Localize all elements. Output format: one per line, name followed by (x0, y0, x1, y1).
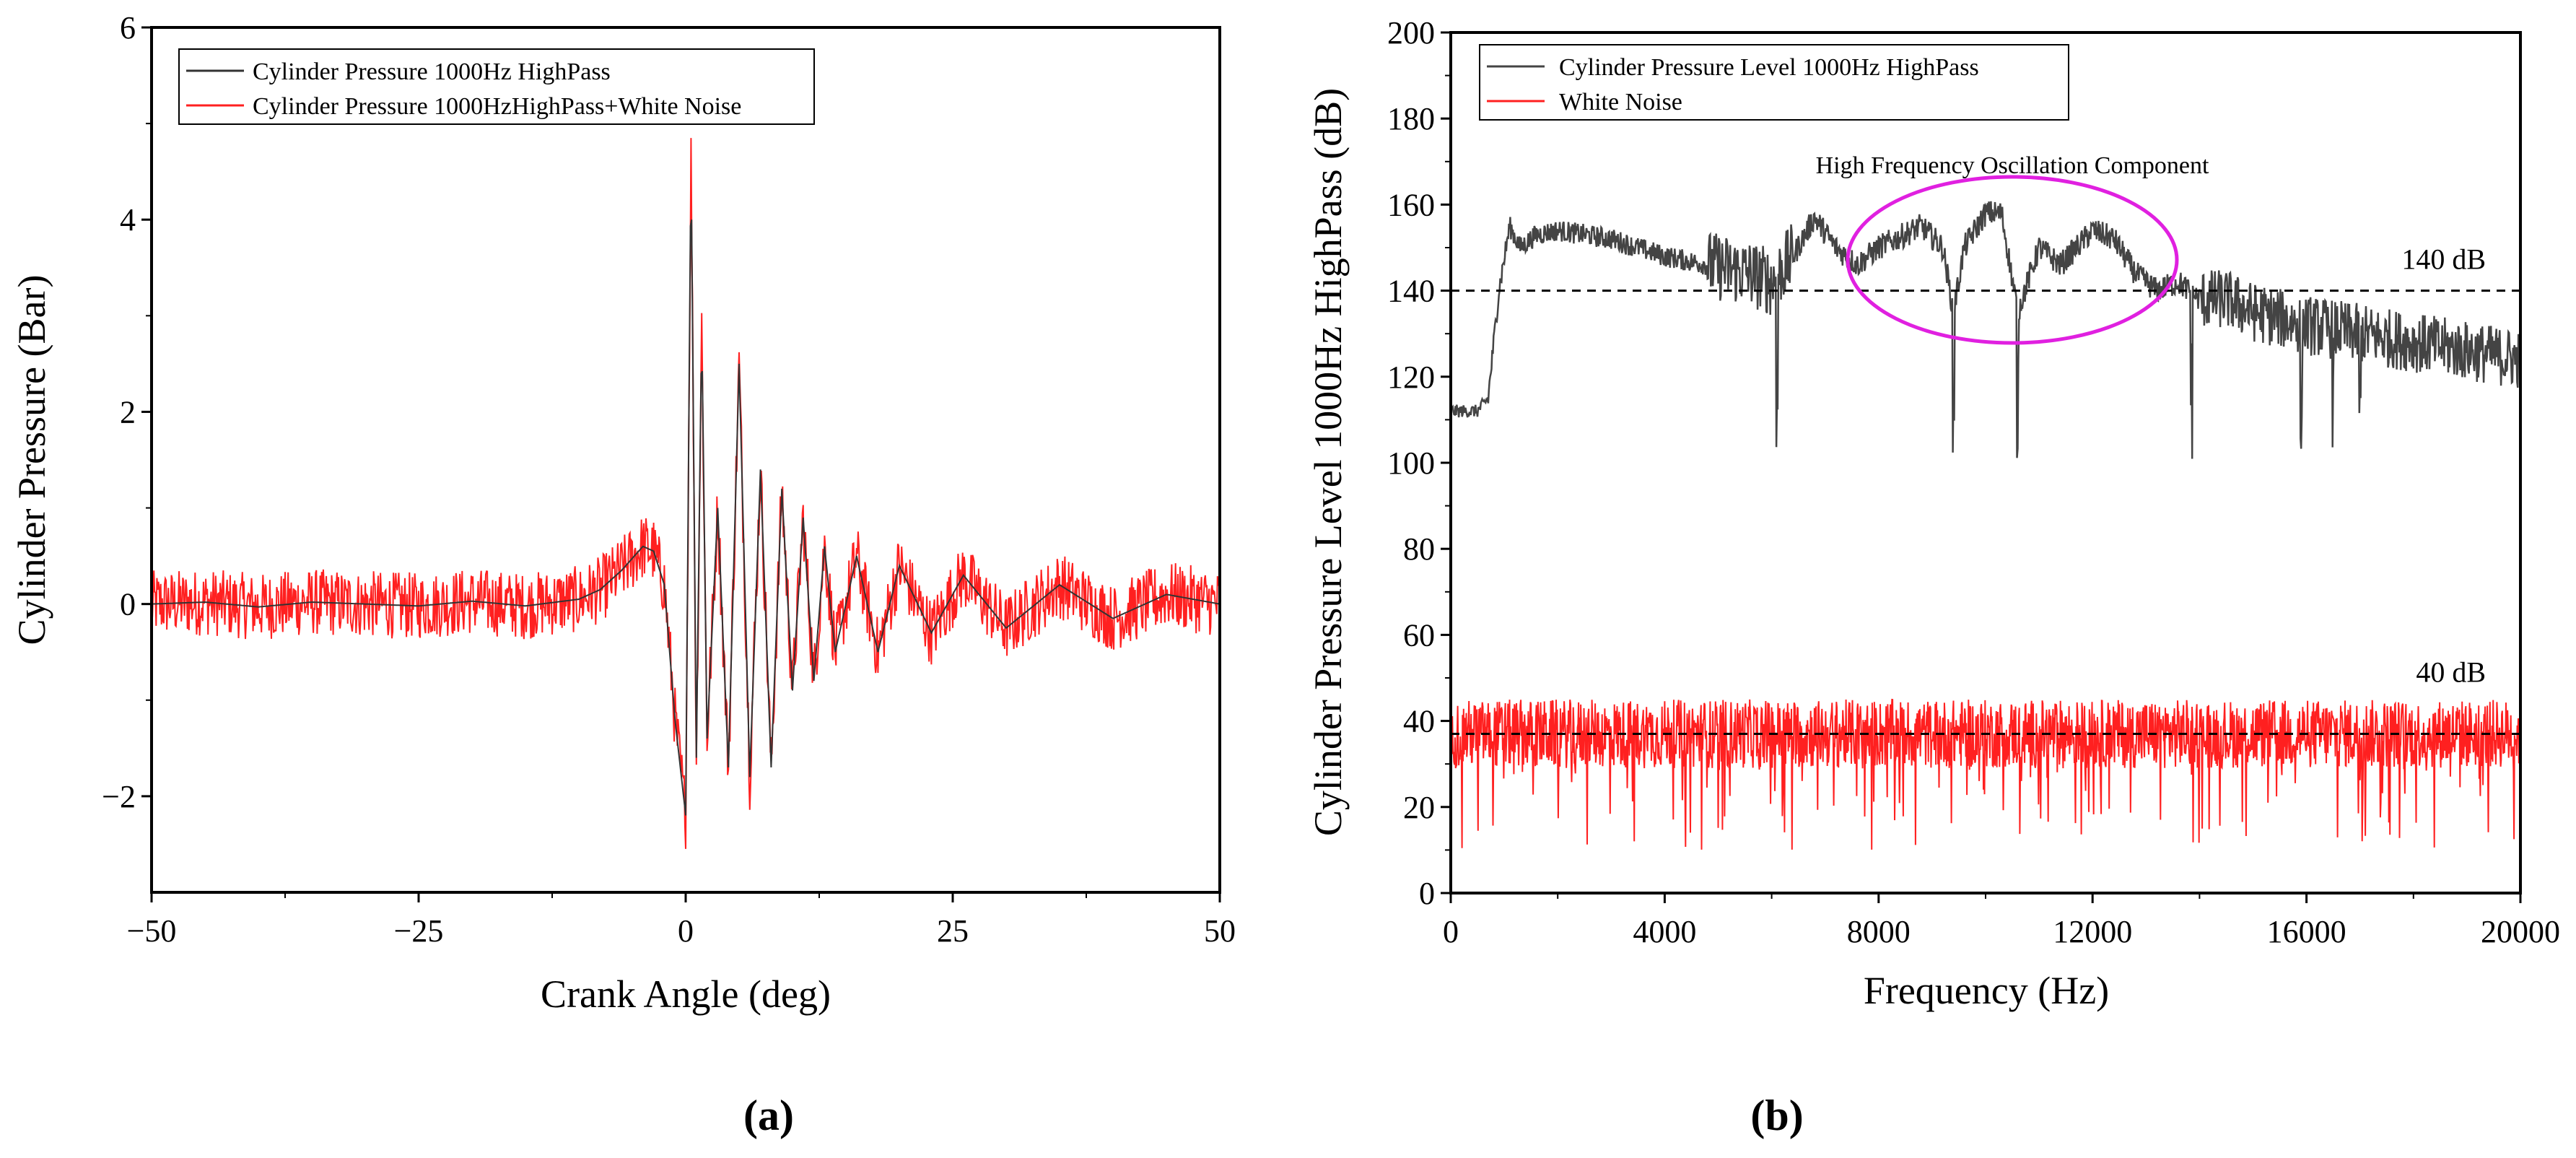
chart-a-legend-box (178, 48, 815, 125)
chart-b-legend: Cylinder Pressure Level 1000Hz HighPass … (1479, 44, 2069, 121)
chart-a-y-tick-label: 0 (120, 587, 136, 622)
panel-b-label-open: ( (1750, 1092, 1765, 1139)
panel-a-label-open: ( (743, 1092, 758, 1139)
chart-b-y-axis-title: Cylinder Pressure Level 1000Hz HighPass … (1306, 88, 1350, 836)
chart-b-y-tick-label: 20 (1403, 790, 1435, 825)
chart-a-tick-layer: −50 −25 0 25 50 −2 0 2 4 6 (102, 10, 1236, 949)
panel-a-label-letter: a (758, 1092, 780, 1139)
chart-a-y-tick-label: 2 (120, 394, 136, 430)
chart-a-series-noisy-line (151, 138, 1221, 849)
chart-b-series-pressure-level-line (1449, 201, 2522, 459)
panel-b-label-close: ) (1789, 1092, 1804, 1139)
chart-a-y-axis-title: Cylinder Pressure (Bar) (10, 275, 53, 645)
chart-b-x-axis-title: Frequency (Hz) (1864, 969, 2109, 1012)
chart-a-series-layer (151, 138, 1221, 849)
reference-label-140db: 140 dB (2401, 243, 2486, 276)
chart-b-x-tick-label: 20000 (2481, 914, 2560, 949)
chart-a-y-tick-label: 4 (120, 202, 136, 238)
chart-b-y-tick-label: 60 (1403, 617, 1435, 653)
chart-a-legend-label-noisy: Cylinder Pressure 1000HzHighPass+White N… (253, 93, 741, 120)
chart-b-x-tick-label: 4000 (1633, 914, 1696, 949)
chart-b-y-tick-label: 80 (1403, 531, 1435, 567)
chart-b-x-tick-label: 0 (1443, 914, 1459, 949)
chart-panel-b: 140 dB 40 dB 0 4000 8000 12000 16000 20000 0 20 4… (1306, 15, 2560, 1139)
chart-a-x-tick-label: 0 (678, 913, 694, 949)
panel-a-label-close: ) (780, 1092, 794, 1139)
chart-b-y-tick-label: 120 (1387, 360, 1435, 395)
chart-a-x-tick-label: 25 (937, 913, 969, 949)
chart-b-legend-label-pressure-level: Cylinder Pressure Level 1000Hz HighPass (1559, 54, 1979, 81)
chart-b-y-tick-label: 140 (1387, 274, 1435, 309)
high-frequency-annotation-label: High Frequency Oscillation Component (1816, 152, 2209, 179)
chart-a-y-tick-label: 6 (120, 10, 136, 45)
chart-b-legend-box (1479, 44, 2069, 121)
panel-a-label: (a) (743, 1092, 794, 1139)
chart-a-legend: Cylinder Pressure 1000Hz HighPass Cylind… (178, 48, 815, 125)
chart-b-tick-layer: 0 4000 8000 12000 16000 20000 0 20 40 60 80 100 120 1… (1387, 15, 2560, 949)
chart-a-legend-label-filtered: Cylinder Pressure 1000Hz HighPass (253, 58, 611, 85)
chart-b-y-tick-label: 160 (1387, 187, 1435, 222)
chart-b-x-tick-label: 8000 (1847, 914, 1911, 949)
high-frequency-annotation-ellipse (1846, 175, 2179, 345)
chart-b-y-tick-label: 200 (1387, 15, 1435, 51)
chart-a-series-filtered-line (151, 219, 1221, 816)
chart-a-y-tick-label: −2 (102, 779, 136, 814)
chart-b-legend-label-white-noise: White Noise (1559, 89, 1682, 116)
chart-b-y-tick-label: 100 (1387, 445, 1435, 481)
chart-b-x-tick-label: 16000 (2267, 914, 2346, 949)
chart-b-y-tick-label: 180 (1387, 101, 1435, 136)
chart-a-x-axis-title: Crank Angle (deg) (541, 972, 831, 1016)
reference-label-40db: 40 dB (2416, 656, 2486, 688)
chart-b-series-layer: 140 dB 40 dB (1449, 201, 2522, 850)
chart-a-x-tick-label: 50 (1204, 913, 1236, 949)
chart-a-x-tick-label: −25 (394, 913, 444, 949)
chart-b-series-white-noise-line (1450, 698, 2521, 850)
chart-b-x-tick-label: 12000 (2053, 914, 2132, 949)
panel-b-label-letter: b (1765, 1092, 1789, 1139)
chart-a-x-tick-label: −50 (127, 913, 177, 949)
chart-b-y-tick-label: 0 (1419, 876, 1435, 911)
chart-panel-a: −50 −25 0 25 50 −2 0 2 4 6 Cylinder Pressure 1000… (10, 10, 1236, 1139)
panel-b-label: (b) (1750, 1092, 1803, 1139)
chart-b-y-tick-label: 40 (1403, 704, 1435, 739)
